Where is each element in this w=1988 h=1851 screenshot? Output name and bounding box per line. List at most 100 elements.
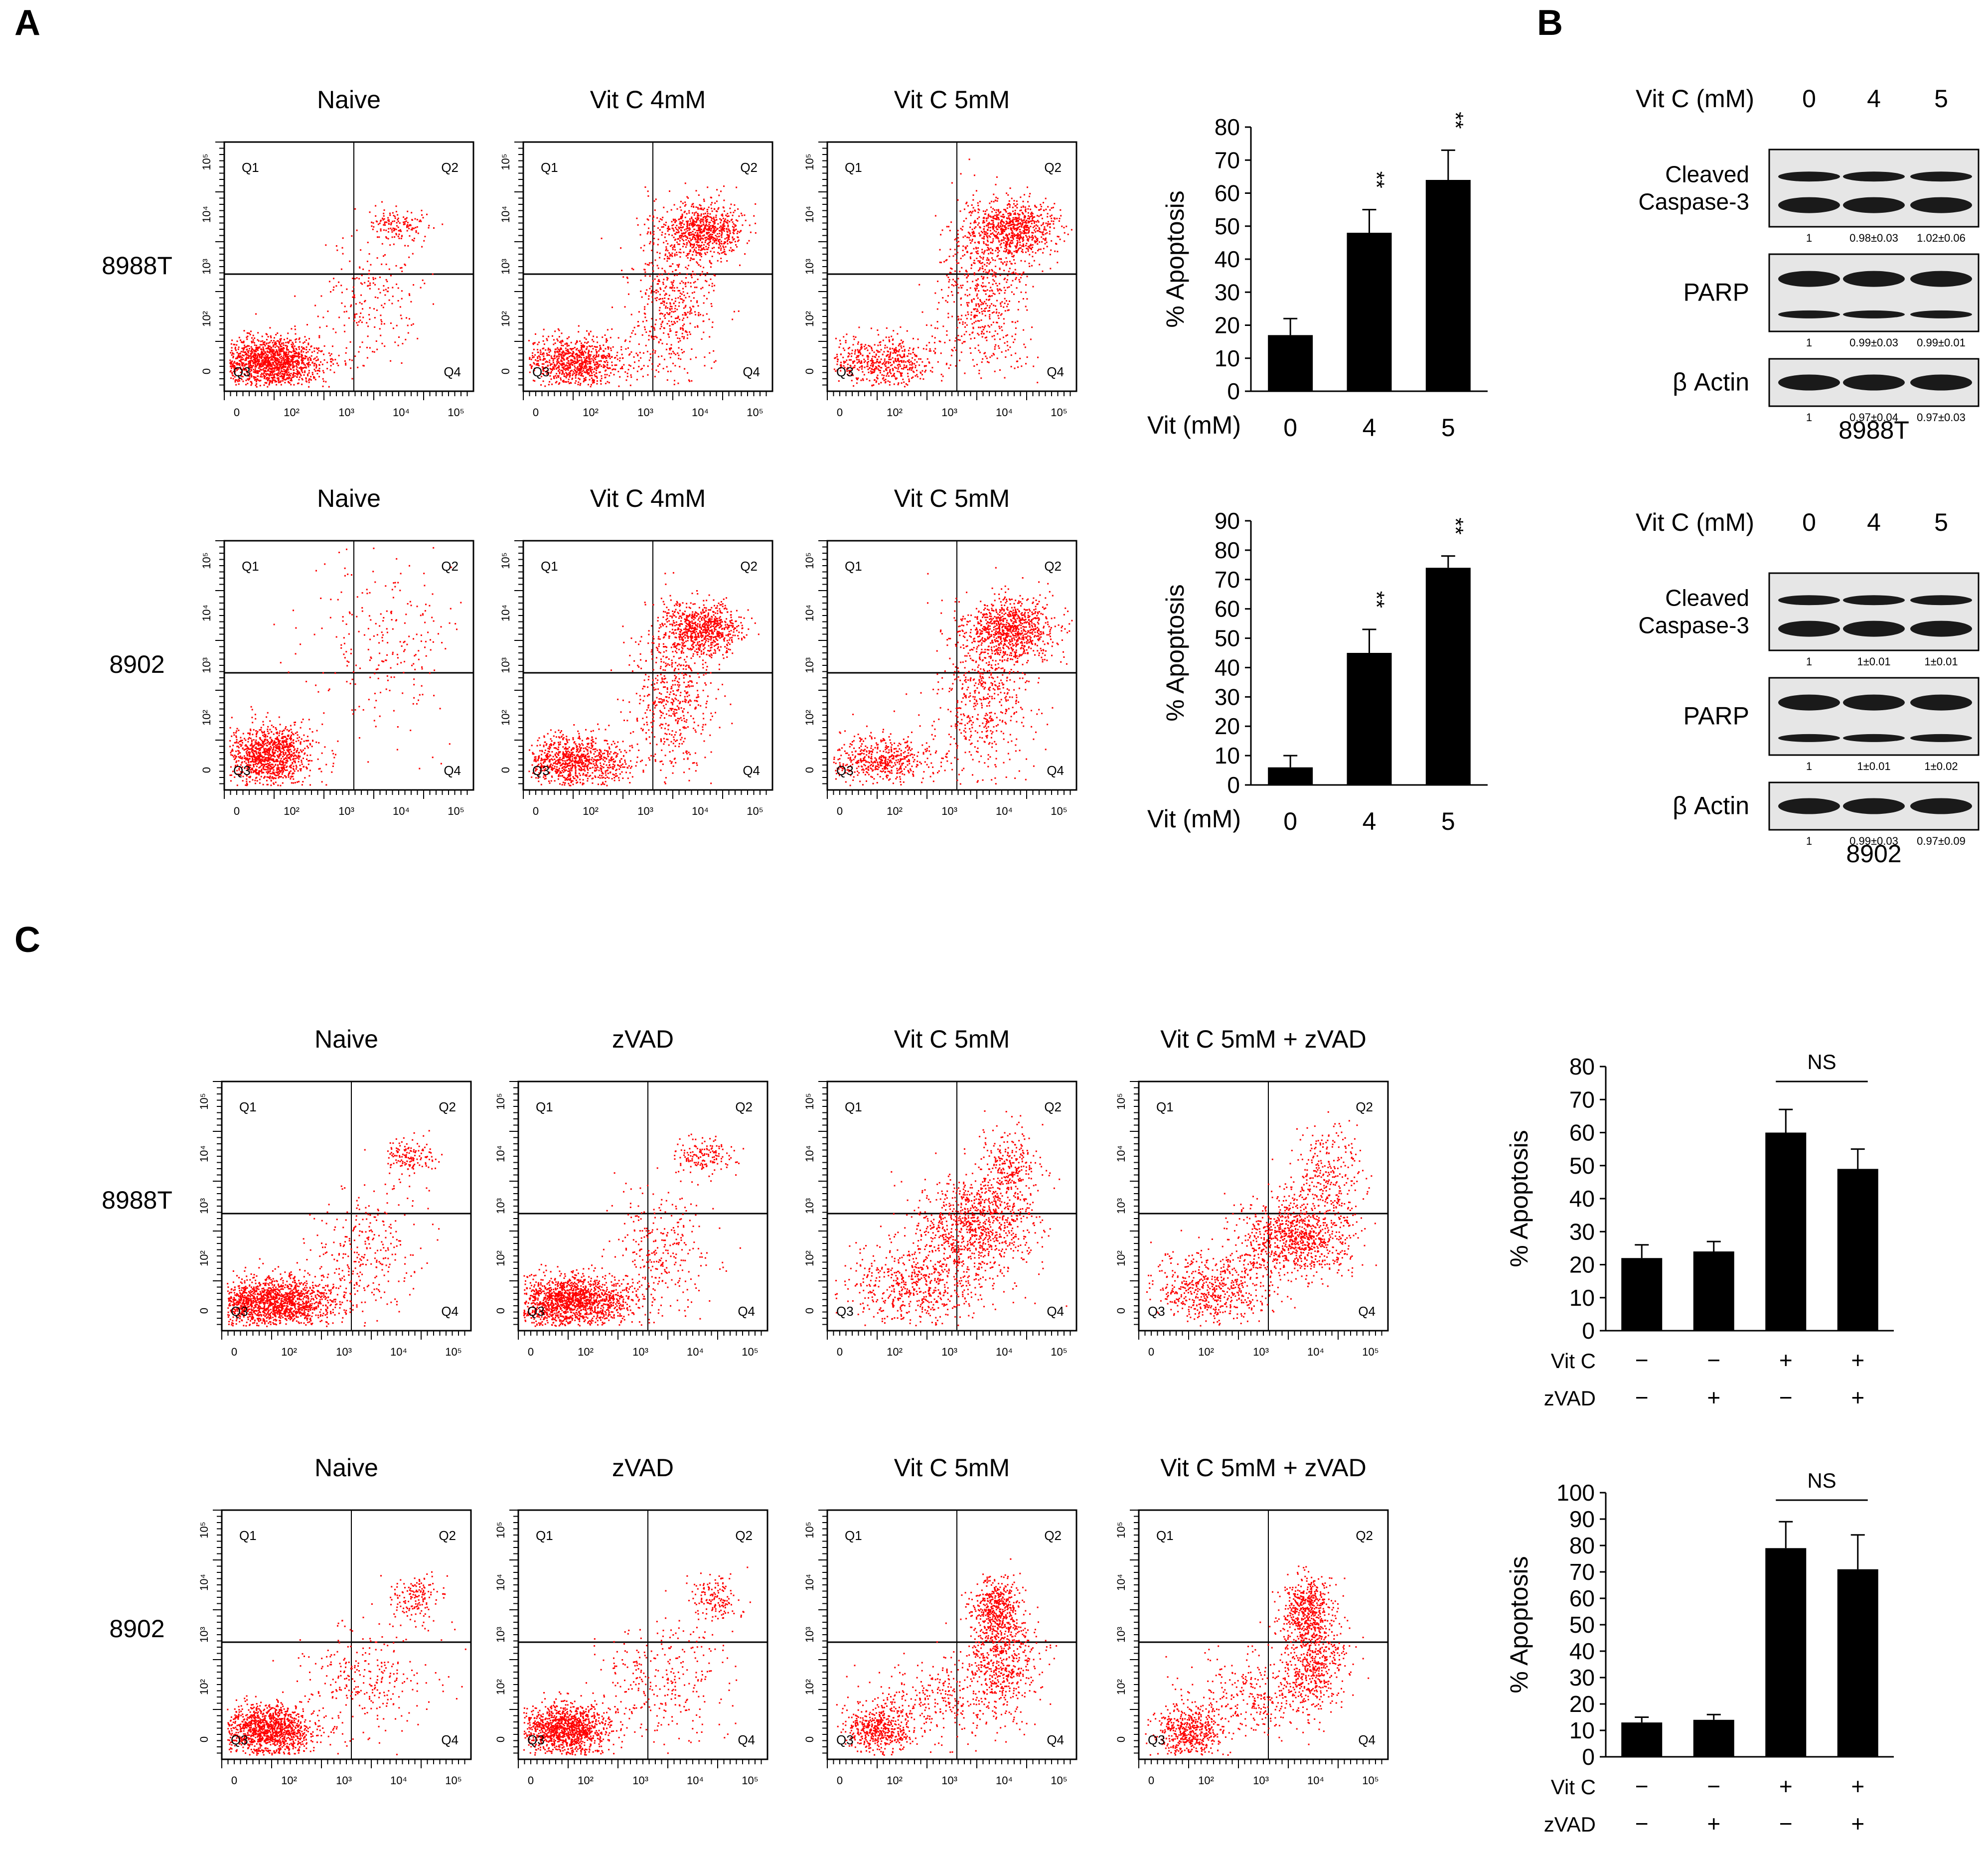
x-tick-label: 0 — [1283, 414, 1297, 442]
quadrant-q2: Q2 — [439, 1528, 456, 1543]
protein-band — [1778, 694, 1840, 711]
x-tick-label: 10⁵ — [1362, 1346, 1379, 1358]
band-quant-label: 1±0.02 — [1924, 760, 1958, 772]
axis-ticks — [213, 1081, 465, 1340]
band-quant-label: 0.97±0.04 — [1849, 411, 1898, 424]
condition-sign: − — [1707, 1347, 1720, 1373]
row-label-cell-line: 8902 — [109, 1615, 164, 1643]
quadrant-q4: Q4 — [1047, 1304, 1064, 1319]
x-tick-label: 10² — [578, 1774, 594, 1787]
quadrant-q3: Q3 — [836, 1732, 854, 1747]
blot-header-label: Vit C (mM) — [1636, 85, 1754, 113]
band-quant-label: 0.98±0.03 — [1849, 232, 1898, 244]
flow-plot-c-1-3: Vit C 5mM + zVAD Q1 Q2 Q3 Q4 0 10² 10³ 10⁴ 10⁵ 0 10… — [1115, 1454, 1389, 1787]
protein-band — [1910, 310, 1972, 318]
y-tick-label: 10³ — [803, 1627, 816, 1643]
y-tick-label: 10² — [200, 710, 213, 726]
scatter-points — [227, 1130, 443, 1327]
flow-plot-frame — [826, 540, 1077, 791]
band-label: β Actin — [1673, 368, 1749, 396]
condition-sign: + — [1851, 1347, 1864, 1373]
x-tick-label: 10² — [284, 805, 300, 817]
y-tick-label: 10 — [1215, 345, 1240, 371]
blot-header-label: Vit C (mM) — [1636, 508, 1754, 536]
quadrant-q1: Q1 — [845, 160, 862, 175]
y-tick-label: 40 — [1569, 1638, 1595, 1664]
x-tick-label: 10⁴ — [692, 805, 709, 817]
y-tick-label: 40 — [1569, 1186, 1595, 1212]
y-tick-label: 30 — [1569, 1219, 1595, 1244]
x-tick-label: 10³ — [941, 1346, 957, 1358]
flow-plot-frame — [826, 1509, 1077, 1760]
x-tick-label: 10⁴ — [692, 406, 709, 419]
axis-ticks — [514, 540, 767, 799]
y-tick-label: 10² — [803, 1679, 816, 1695]
y-tick-label: 10² — [803, 1250, 816, 1266]
protein-band — [1910, 271, 1972, 287]
quadrant-q3: Q3 — [233, 364, 251, 379]
x-tick-label: 5 — [1441, 414, 1455, 442]
y-tick-label: 60 — [1569, 1585, 1595, 1611]
y-tick-label: 10⁵ — [499, 552, 512, 569]
axis-ticks — [514, 142, 767, 400]
y-tick-label: 10⁴ — [803, 206, 816, 223]
protein-band — [1843, 595, 1905, 606]
y-tick-label: 70 — [1215, 567, 1240, 593]
band-quant-label: 0.97±0.09 — [1917, 835, 1966, 847]
bar-chart-0: 0 10 20 30 40 50 60 70 80 % Apoptosis 0 ** 4 ** 5 Vit (… — [1147, 112, 1488, 442]
flow-plot-title: zVAD — [612, 1454, 674, 1482]
bar — [1621, 1722, 1663, 1757]
flow-plot-a-1-2: Vit C 5mM Q1 Q2 Q3 Q4 0 10² 10³ 10⁴ 10⁵ 0 10² 10³ 10⁴… — [803, 484, 1077, 817]
x-tick-label: 0 — [837, 805, 843, 817]
x-tick-label: 10³ — [338, 805, 354, 817]
flow-plot-a-1-1: Vit C 4mM Q1 Q2 Q3 Q4 0 10² 10³ 10⁴ 10⁵ 0 10² 10³ 10⁴… — [499, 484, 773, 817]
x-tick-label: 10⁵ — [747, 406, 764, 419]
y-tick-label: 10² — [198, 1679, 210, 1695]
protein-band — [1843, 271, 1905, 287]
x-tick-label: 10⁵ — [1051, 1346, 1068, 1358]
y-tick-label: 10³ — [494, 1627, 507, 1643]
x-tick-label: 0 — [528, 1774, 534, 1787]
y-tick-label: 10⁵ — [499, 154, 512, 170]
quadrant-q1: Q1 — [845, 559, 862, 574]
quadrant-q4: Q4 — [441, 1304, 459, 1319]
flow-plot-title: Vit C 5mM — [894, 484, 1010, 512]
blot-cell-line-label: 8988T — [1838, 416, 1909, 444]
x-tick-label: 10⁵ — [448, 805, 464, 817]
quadrant-q2: Q2 — [1356, 1099, 1373, 1114]
flow-plot-frame — [223, 141, 474, 392]
scatter-points — [835, 1110, 1068, 1327]
x-tick-label: 10³ — [637, 805, 653, 817]
y-tick-label: 10² — [200, 311, 213, 327]
y-tick-label: 80 — [1569, 1054, 1595, 1080]
protein-band — [1778, 374, 1840, 391]
quadrant-q3: Q3 — [233, 763, 251, 778]
y-tick-label: 10⁴ — [803, 1145, 816, 1162]
flow-plot-title: Vit C 4mM — [590, 484, 706, 512]
axis-ticks — [215, 540, 468, 799]
quadrant-q4: Q4 — [1047, 763, 1064, 778]
x-tick-label: 10⁴ — [390, 1774, 407, 1787]
condition-sign: + — [1779, 1773, 1793, 1799]
y-tick-label: 10⁴ — [198, 1145, 210, 1162]
western-blot-1: Vit C (mM) 0 4 5 Cleaved Caspase-3 1 1±0.01 1±0.… — [1636, 508, 1980, 868]
y-tick-label: 10³ — [200, 657, 213, 673]
x-tick-label: 10⁴ — [996, 805, 1013, 817]
x-tick-label: 4 — [1363, 414, 1376, 442]
lane-label: 5 — [1934, 85, 1948, 113]
y-tick-label: 0 — [198, 1308, 210, 1314]
x-tick-label: 4 — [1363, 807, 1376, 835]
y-tick-label: 80 — [1215, 537, 1240, 563]
scatter-points — [1146, 1111, 1377, 1327]
y-tick-label: 20 — [1215, 713, 1240, 739]
x-tick-label: 0 — [837, 1774, 843, 1787]
quadrant-q4: Q4 — [1047, 1732, 1064, 1747]
quadrant-q3: Q3 — [532, 364, 550, 379]
y-tick-label: 60 — [1215, 596, 1240, 622]
y-tick-label: 10⁵ — [198, 1522, 210, 1539]
y-tick-label: 10³ — [803, 657, 816, 673]
y-tick-label: 30 — [1215, 684, 1240, 710]
x-tick-label: 10² — [887, 1346, 903, 1358]
x-tick-label: 10⁴ — [996, 1774, 1013, 1787]
bar — [1425, 180, 1471, 391]
